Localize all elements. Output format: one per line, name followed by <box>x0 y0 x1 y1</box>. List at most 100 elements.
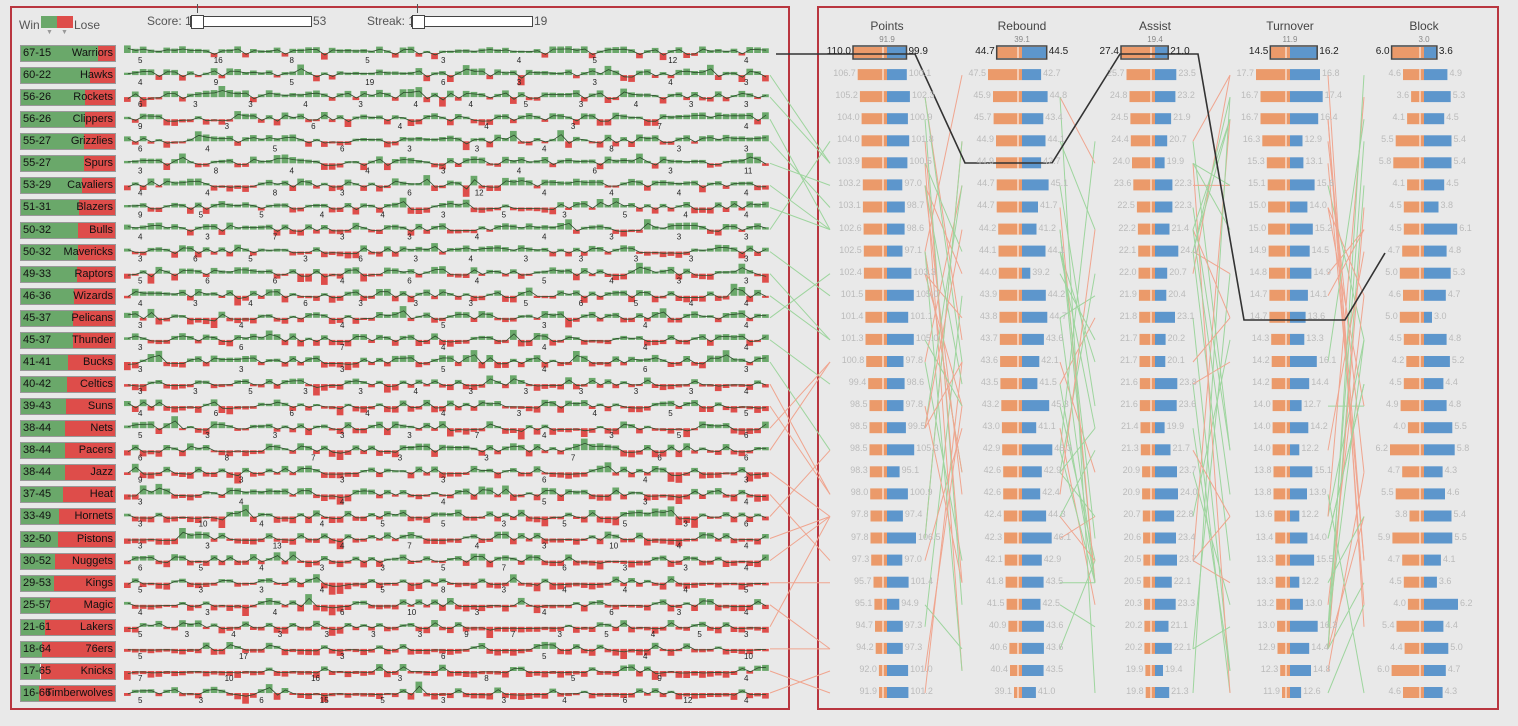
team-label[interactable]: 16-66 Timberwolves <box>20 685 116 703</box>
right-value: 4.1 <box>1442 553 1456 564</box>
team-label[interactable]: 55-27 Spurs <box>20 155 116 173</box>
game-bar <box>525 247 533 252</box>
team-label[interactable]: 50-32 Bulls <box>20 221 116 239</box>
right-value: 24.0 <box>1179 487 1198 498</box>
team-label[interactable]: 51-31 Blazers <box>20 199 116 217</box>
game-bar <box>415 406 423 410</box>
team-label[interactable]: 67-15 Warriors <box>20 45 116 62</box>
team-record: 38-44 <box>23 444 52 457</box>
game-bar <box>533 207 541 212</box>
streak-slider[interactable] <box>411 15 533 29</box>
game-bar <box>447 355 454 362</box>
team-label[interactable]: 56-26 Rockets <box>20 89 116 107</box>
game-bar <box>636 153 643 164</box>
game-bar <box>683 114 690 120</box>
game-bar <box>328 207 336 213</box>
streak-length-label: 3 <box>689 255 694 264</box>
streak-length-label: 3 <box>407 431 412 440</box>
game-bar <box>391 295 399 302</box>
game-bar <box>218 119 226 125</box>
team-label[interactable]: 33-49 Hornets <box>20 508 116 526</box>
team-label[interactable]: 25-57 Magic <box>20 596 116 614</box>
streak-length-label: 6 <box>407 188 412 197</box>
team-label[interactable]: 41-41 Bucks <box>20 353 116 371</box>
game-bar <box>273 444 281 451</box>
streak-slider-knob[interactable] <box>412 15 425 29</box>
game-bar <box>628 424 635 429</box>
game-bar <box>573 317 580 322</box>
left-value: 4.1 <box>1392 112 1406 123</box>
game-bar <box>344 450 352 455</box>
game-bar <box>415 119 423 125</box>
right-value: 105.0 <box>915 332 939 343</box>
game-bar <box>273 384 281 389</box>
team-label[interactable]: 17-65 Knicks <box>20 662 116 680</box>
team-label[interactable]: 53-29 Cavaliers <box>20 177 116 195</box>
legend-win-swatch[interactable] <box>41 16 57 28</box>
game-bar <box>384 362 391 367</box>
game-bar <box>644 472 651 476</box>
column-title[interactable]: Points <box>870 19 904 33</box>
legend-lose-label: Lose <box>74 18 101 32</box>
team-label[interactable]: 45-37 Thunder <box>20 331 116 349</box>
game-bar <box>549 384 557 388</box>
game-bar <box>699 334 706 340</box>
column-title[interactable]: Turnover <box>1266 19 1314 33</box>
team-label[interactable]: 49-33 Raptors <box>20 265 116 283</box>
team-label[interactable]: 56-26 Clippers <box>20 111 116 129</box>
score-slider[interactable] <box>190 15 312 29</box>
game-bar <box>533 295 541 298</box>
game-bar <box>730 560 738 566</box>
team-label[interactable]: 21-61 Lakers <box>20 618 116 636</box>
team-label[interactable]: 29-53 Kings <box>20 574 116 592</box>
game-bar <box>352 317 360 324</box>
game-bar <box>628 450 635 458</box>
loss-fill <box>63 487 115 503</box>
right-value: 94.9 <box>901 597 919 608</box>
team-label[interactable]: 38-44 Nets <box>20 420 116 438</box>
defense-bar <box>1022 488 1041 500</box>
game-bar <box>384 119 391 125</box>
game-bar <box>541 450 549 454</box>
team-label[interactable]: 18-64 76ers <box>20 640 116 658</box>
team-label[interactable]: 40-42 Celtics <box>20 376 116 394</box>
offense-bar <box>1144 620 1155 632</box>
column-title[interactable]: Block <box>1409 19 1439 33</box>
team-label[interactable]: 32-50 Pistons <box>20 530 116 548</box>
team-label[interactable]: 46-36 Wizards <box>20 287 116 305</box>
team-label[interactable]: 55-27 Grizzlies <box>20 133 116 151</box>
game-bar <box>202 224 210 230</box>
team-label[interactable]: 50-32 Mavericks <box>20 243 116 261</box>
team-label[interactable]: 30-52 Nuggets <box>20 552 116 570</box>
team-label[interactable]: 45-37 Pelicans <box>20 309 116 327</box>
game-bar <box>714 295 722 301</box>
game-bar <box>179 428 186 431</box>
game-bar <box>462 560 470 566</box>
streak-length-label: 4 <box>340 321 345 330</box>
game-bar <box>746 406 754 410</box>
legend-lose-sort-icon[interactable]: ▼ <box>61 29 68 36</box>
column-title[interactable]: Rebound <box>997 19 1047 33</box>
left-value: 44.7 <box>977 178 995 189</box>
team-label[interactable]: 38-44 Jazz <box>20 464 116 482</box>
team-label[interactable]: 39-43 Suns <box>20 398 116 416</box>
game-bar <box>131 406 139 412</box>
legend-win-sort-icon[interactable]: ▼ <box>46 29 53 36</box>
score-slider-knob[interactable] <box>191 15 204 29</box>
game-bar <box>525 207 533 211</box>
defense-bar <box>1022 135 1046 147</box>
team-label[interactable]: 38-44 Pacers <box>20 442 116 460</box>
loss-fill <box>85 90 115 106</box>
game-bar <box>139 337 147 340</box>
team-label[interactable]: 60-22 Hawks <box>20 67 116 85</box>
legend-lose-swatch[interactable] <box>57 16 73 28</box>
team-label[interactable]: 37-45 Heat <box>20 486 116 504</box>
game-bar <box>352 538 360 543</box>
streak-length-label: 4 <box>320 520 325 529</box>
streak-length-label: 4 <box>609 188 614 197</box>
game-bar <box>171 119 178 126</box>
streak-length-label: 5 <box>273 144 278 153</box>
defense-bar <box>1022 267 1031 279</box>
column-title[interactable]: Assist <box>1138 19 1171 33</box>
